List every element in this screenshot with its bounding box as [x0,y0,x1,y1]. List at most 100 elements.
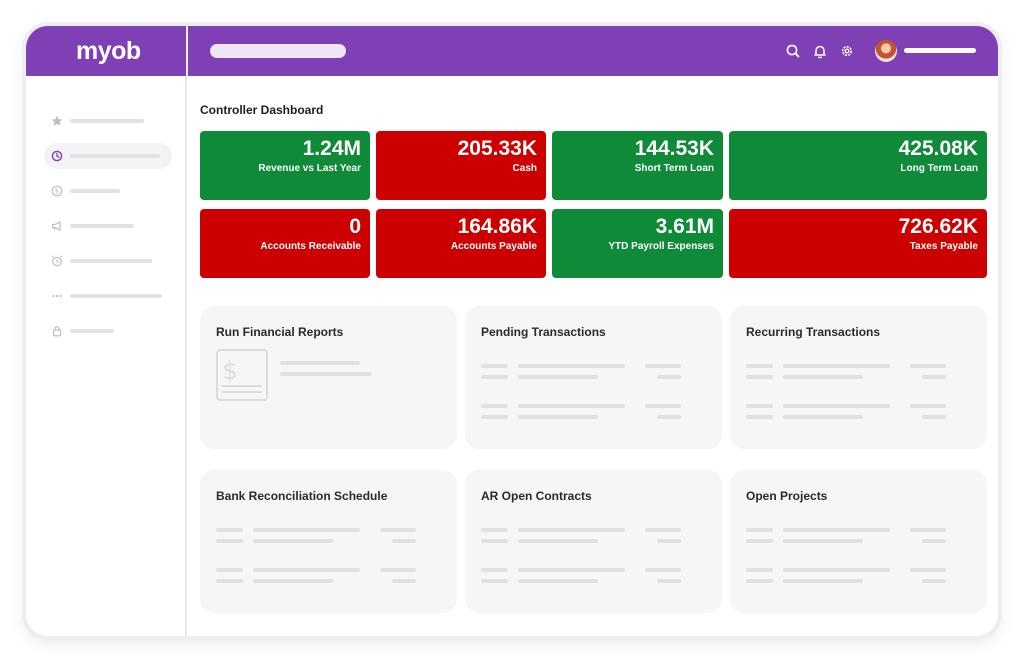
widget-recurring-transactions[interactable]: Recurring Transactions [730,306,987,449]
search-bar-placeholder[interactable] [210,44,346,58]
top-bar: myob [26,26,998,76]
topbar-divider [186,26,188,76]
placeholder-line [746,364,773,368]
placeholder-line [783,415,863,419]
placeholder-line [518,528,625,532]
placeholder-line [481,568,508,572]
placeholder-line [518,568,625,572]
widget-ar-open-contracts[interactable]: AR Open Contracts [465,470,722,613]
placeholder-line [253,528,360,532]
sidebar-item-favorites[interactable] [44,108,172,134]
placeholder-line [392,579,416,583]
widget-open-projects[interactable]: Open Projects [730,470,987,613]
svg-text:$: $ [55,188,59,196]
sidebar-item-finance[interactable]: $ [44,178,172,204]
sidebar-label-placeholder [70,329,114,333]
kpi-tile-cash[interactable]: 205.33K Cash [376,131,546,200]
placeholder-line [280,372,372,376]
more-icon [52,294,62,298]
sidebar-label-placeholder [70,294,162,298]
kpi-tile-ytd-payroll[interactable]: 3.61M YTD Payroll Expenses [552,209,723,278]
placeholder-line [746,579,773,583]
placeholder-line [783,404,890,408]
kpi-value: 205.33K [457,137,537,160]
kpi-label: YTD Payroll Expenses [608,241,714,252]
placeholder-line [657,579,681,583]
kpi-tile-accounts-receivable[interactable]: 0 Accounts Receivable [200,209,370,278]
user-avatar[interactable] [875,40,897,62]
kpi-tile-accounts-payable[interactable]: 164.86K Accounts Payable [376,209,546,278]
kpi-label: Accounts Payable [450,241,537,252]
clock-icon [51,150,63,162]
placeholder-line [746,375,773,379]
placeholder-line [392,539,416,543]
placeholder-line [910,568,946,572]
sidebar-label-placeholder [70,189,120,193]
placeholder-line [746,404,773,408]
lock-icon [52,326,62,337]
myob-logo[interactable]: myob [76,37,141,65]
placeholder-line [380,528,416,532]
widget-bank-reconciliation-schedule[interactable]: Bank Reconciliation Schedule [200,470,457,613]
placeholder-line [657,375,681,379]
placeholder-line [657,415,681,419]
bell-icon[interactable] [811,42,829,60]
sidebar-item-reminders[interactable] [44,248,172,274]
placeholder-line [253,579,333,583]
sidebar-label-placeholder [70,119,144,123]
placeholder-line [481,404,508,408]
kpi-label: Accounts Receivable [260,241,361,252]
placeholder-line [518,404,625,408]
sidebar-item-more[interactable] [44,283,172,309]
placeholder-line [922,375,946,379]
sidebar-item-marketing[interactable] [44,213,172,239]
kpi-tile-taxes-payable[interactable]: 726.62K Taxes Payable [729,209,987,278]
kpi-label: Cash [512,163,537,174]
sidebar-item-recent[interactable] [44,143,172,169]
kpi-tile-revenue[interactable]: 1.24M Revenue vs Last Year [200,131,370,200]
placeholder-line [481,415,508,419]
sidebar: $ [26,76,187,636]
widget-run-financial-reports[interactable]: Run Financial Reports $ [200,306,457,449]
kpi-value: 3.61M [655,215,714,238]
placeholder-line [518,415,598,419]
placeholder-line [783,375,863,379]
placeholder-line [481,539,508,543]
placeholder-line [481,579,508,583]
placeholder-line [518,364,625,368]
placeholder-line [645,528,681,532]
kpi-label: Taxes Payable [909,241,978,252]
placeholder-line [216,579,243,583]
svg-text:$: $ [222,357,237,385]
placeholder-line [481,364,508,368]
page-title: Controller Dashboard [200,103,324,117]
dollar-document-icon: $ [216,349,268,401]
placeholder-line [746,539,773,543]
placeholder-line [518,579,598,583]
kpi-value: 425.08K [898,137,978,160]
placeholder-line [280,361,360,365]
placeholder-line [657,539,681,543]
placeholder-line [783,579,863,583]
placeholder-line [518,539,598,543]
widget-pending-transactions[interactable]: Pending Transactions [465,306,722,449]
megaphone-icon [51,221,61,231]
widget-title: Bank Reconciliation Schedule [216,489,388,503]
placeholder-line [253,568,360,572]
gear-icon[interactable] [838,42,856,60]
placeholder-line [216,539,243,543]
kpi-tile-long-term-loan[interactable]: 425.08K Long Term Loan [729,131,987,200]
placeholder-line [746,415,773,419]
user-name-placeholder[interactable] [904,48,976,53]
sidebar-item-security[interactable] [44,318,172,344]
widget-title: AR Open Contracts [481,489,592,503]
dollar-icon: $ [51,185,63,197]
placeholder-line [910,404,946,408]
kpi-tile-short-term-loan[interactable]: 144.53K Short Term Loan [552,131,723,200]
kpi-value: 164.86K [457,215,537,238]
alarm-icon [51,255,63,267]
kpi-value: 0 [349,215,361,238]
placeholder-line [216,528,243,532]
placeholder-line [783,568,890,572]
search-icon[interactable] [784,42,802,60]
